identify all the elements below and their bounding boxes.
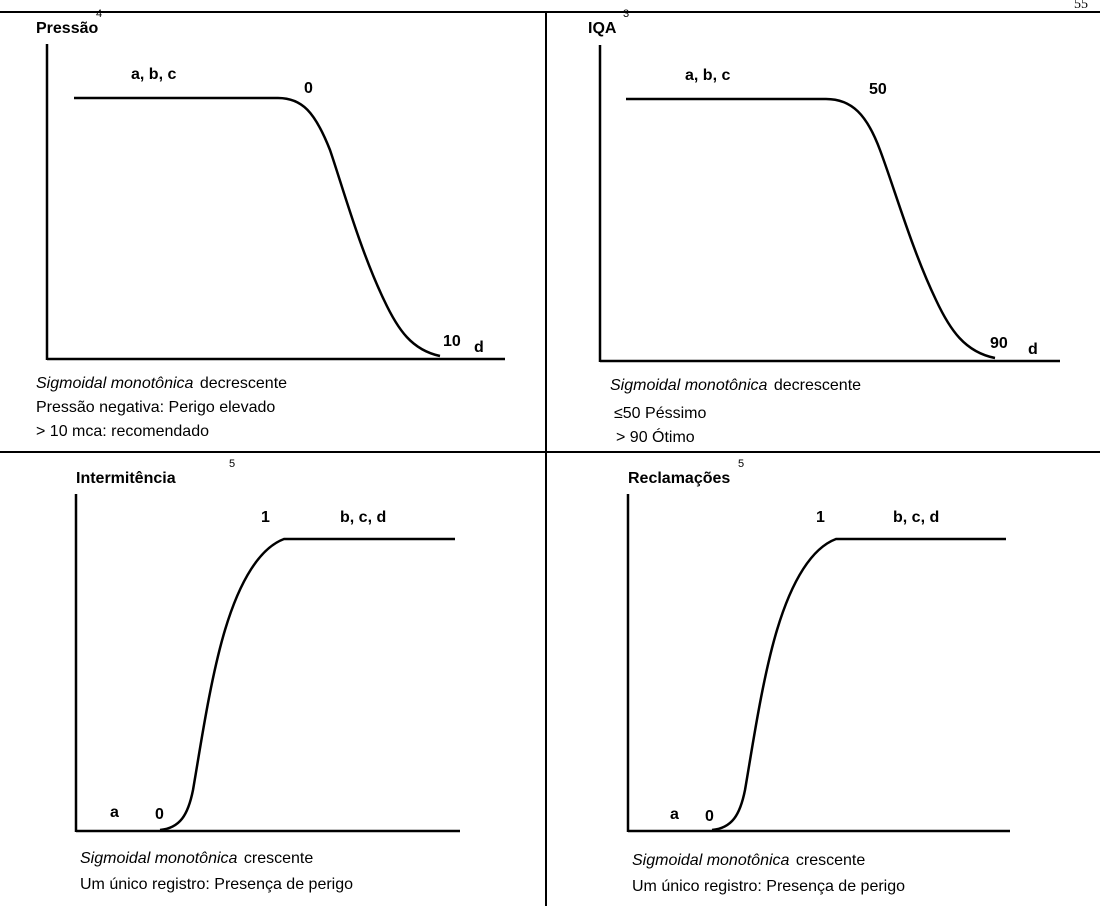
plateau-label-pressao: a, b, c <box>131 66 176 83</box>
note-pressao-0: Pressão negativa: Perigo elevado <box>36 399 275 416</box>
ylabel-sup-iqa: 3 <box>623 8 629 20</box>
note-intermitencia-0: Um único registro: Presença de perigo <box>80 876 353 893</box>
ylabel-sup-intermitencia: 5 <box>229 458 235 470</box>
ylabel-pressao: Pressão <box>36 20 98 37</box>
point-label-intermitencia-0: 0 <box>155 806 164 823</box>
note-iqa-1: > 90 Ótimo <box>616 427 695 446</box>
point-label-pressao-1: 10 <box>443 333 461 350</box>
note-pressao-1: > 10 mca: recomendado <box>36 423 209 440</box>
curve-intermitencia <box>159 537 455 832</box>
point-label-reclamacoes-1: 1 <box>816 509 825 526</box>
page-number: 55 <box>1074 0 1088 12</box>
chart-pressao: Pressão 4 a, b, c 0 10 d Sigmoidal monot… <box>36 8 505 440</box>
point-label-iqa-0: 50 <box>869 81 887 98</box>
point-label-pressao-0: 0 <box>304 80 313 97</box>
low-label-intermitencia: a <box>110 804 119 821</box>
chart-iqa: IQA 3 a, b, c 50 90 d Sigmoidal monotôni… <box>588 8 1060 446</box>
caption-rest-reclamacoes: crescente <box>796 852 865 869</box>
point-label-reclamacoes-0: 0 <box>705 808 714 825</box>
ylabel-iqa: IQA <box>588 20 617 37</box>
caption-italic-pressao: Sigmoidal monotônica <box>36 375 194 392</box>
chart-intermitencia: Intermitência 5 a 0 1 b, c, d Sigmoidal … <box>74 458 460 893</box>
chart-reclamacoes: Reclamações 5 a 0 1 b, c, d Sigmoidal mo… <box>626 458 1010 895</box>
xlabel-pressao: d <box>474 339 484 356</box>
caption-rest-iqa: decrescente <box>774 377 861 394</box>
caption-italic-reclamacoes: Sigmoidal monotônica <box>632 852 790 869</box>
ylabel-sup-pressao: 4 <box>96 8 102 20</box>
plateau-label-reclamacoes: b, c, d <box>893 509 939 526</box>
note-iqa-0: ≤50 Péssimo <box>614 405 706 422</box>
ylabel-reclamacoes: Reclamações <box>628 470 730 487</box>
curve-iqa <box>626 97 996 360</box>
ylabel-intermitencia: Intermitência <box>76 470 176 487</box>
caption-reclamacoes: Sigmoidal monotônica crescente <box>632 852 865 869</box>
plateau-label-iqa: a, b, c <box>685 67 730 84</box>
caption-pressao: Sigmoidal monotônica decrescente <box>36 375 287 392</box>
low-label-reclamacoes: a <box>670 806 679 823</box>
point-label-iqa-1: 90 <box>990 335 1008 352</box>
caption-italic-iqa: Sigmoidal monotônica <box>610 377 768 394</box>
note-reclamacoes-0: Um único registro: Presença de perigo <box>632 878 905 895</box>
plateau-label-intermitencia: b, c, d <box>340 509 386 526</box>
caption-rest-intermitencia: crescente <box>244 850 313 867</box>
xlabel-iqa: d <box>1028 341 1038 358</box>
caption-rest-pressao: decrescente <box>200 375 287 392</box>
caption-italic-intermitencia: Sigmoidal monotônica <box>80 850 238 867</box>
curve-reclamacoes <box>711 537 1006 832</box>
caption-iqa: Sigmoidal monotônica decrescente <box>610 377 861 394</box>
ylabel-sup-reclamacoes: 5 <box>738 458 744 470</box>
point-label-intermitencia-1: 1 <box>261 509 270 526</box>
curve-pressao <box>74 96 441 358</box>
caption-intermitencia: Sigmoidal monotônica crescente <box>80 850 313 867</box>
